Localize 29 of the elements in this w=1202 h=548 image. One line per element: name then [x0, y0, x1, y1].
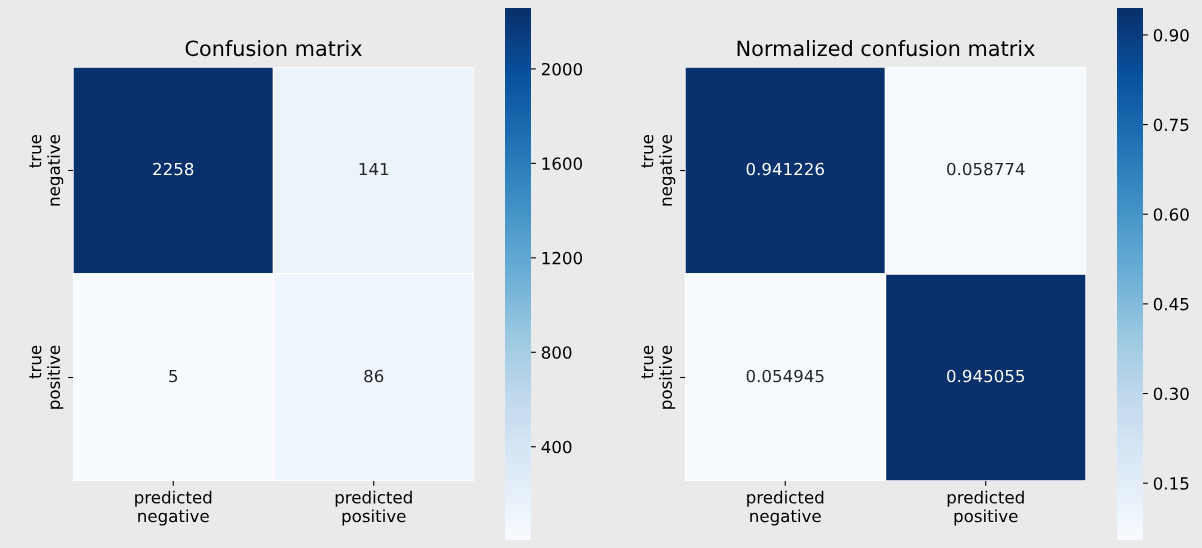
y-tick-label: true positive: [29, 345, 64, 409]
color-bar-label: 1200: [542, 251, 583, 265]
data-label: 0.941226: [746, 162, 824, 176]
data-label: 141: [359, 162, 389, 176]
x-tick-label: predicted positive: [335, 490, 412, 526]
x-tick-label: predicted positive: [947, 490, 1024, 526]
color-bar-label: 0.60: [1153, 208, 1189, 221]
y-tick-label: true negative: [29, 134, 64, 206]
chart-title: Normalized confusion matrix: [737, 40, 1035, 57]
data-label: 2258: [153, 162, 194, 176]
y-tick-label: true negative: [641, 134, 676, 206]
color-bar-label: 2000: [541, 62, 583, 76]
x-tick-label: predicted negative: [747, 490, 824, 526]
data-label: 86: [364, 369, 384, 383]
color-bar-label: 800: [541, 346, 572, 359]
chart-title: Confusion matrix: [185, 40, 362, 57]
color-bar-label: 0.30: [1153, 387, 1189, 401]
color-bar-label: 0.45: [1153, 297, 1189, 311]
data-label: 0.054945: [746, 369, 824, 383]
color-bar-label: 0.75: [1153, 118, 1189, 132]
x-tick-label: predicted negative: [135, 490, 212, 526]
color-bar-label: 0.90: [1153, 28, 1189, 42]
y-tick-label: true positive: [641, 345, 676, 409]
data-label: 5: [169, 369, 178, 383]
color-bar-label: 1600: [542, 157, 583, 170]
data-label: 0.058774: [947, 162, 1025, 176]
data-label: 0.945055: [947, 369, 1025, 383]
color-bar-label: 400: [541, 440, 572, 454]
color-bar-label: 0.15: [1153, 477, 1189, 490]
